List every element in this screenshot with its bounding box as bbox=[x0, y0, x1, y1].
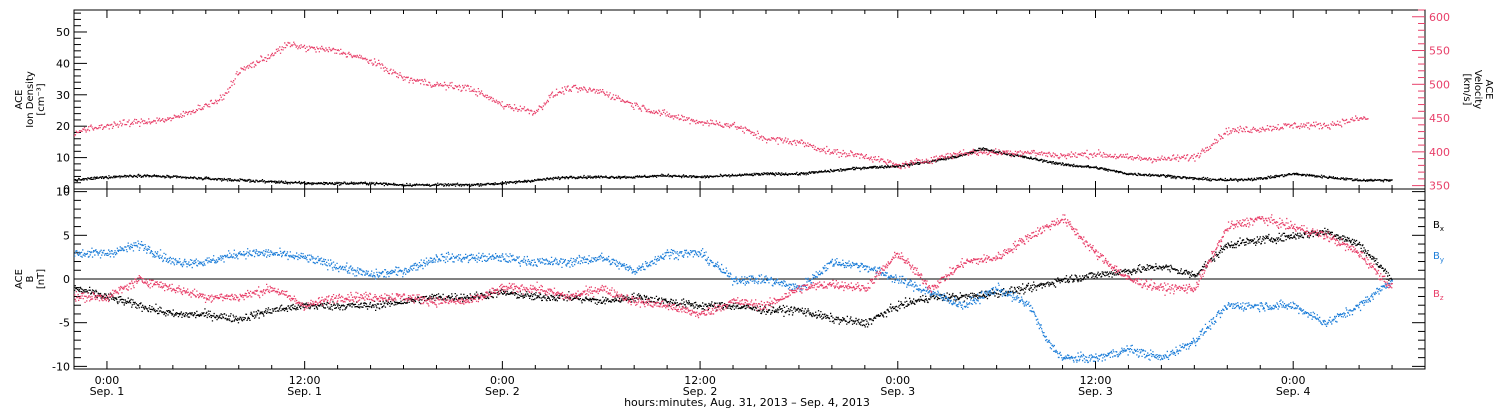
legend-by-name: B bbox=[1433, 251, 1440, 262]
field-axis-title-line: [nT] bbox=[36, 269, 47, 289]
legend-bx: Bx bbox=[1433, 220, 1444, 233]
panel-frames bbox=[73, 9, 1426, 370]
legend-bx-subscript: x bbox=[1440, 225, 1444, 233]
x-tick-time-label: 0:00 bbox=[1281, 374, 1306, 387]
field-axis-title-line: B bbox=[25, 275, 36, 282]
density-tick-label: 0 bbox=[63, 183, 70, 196]
x-tick-date-label: Sep. 2 bbox=[485, 385, 520, 398]
velocity-tick-label: 350 bbox=[1429, 180, 1450, 193]
velocity-axis-title-line: Velocity bbox=[1472, 70, 1483, 109]
legend-bz-subscript: z bbox=[1440, 294, 1444, 302]
legend-bz: Bz bbox=[1433, 289, 1444, 302]
velocity-axis-title-line: [km/s] bbox=[1461, 74, 1472, 106]
top-panel-frame bbox=[73, 9, 1426, 190]
field-tick-label: -10 bbox=[52, 360, 70, 373]
density-axis-title-line: Ion Density bbox=[25, 71, 36, 128]
x-tick-date-label: Sep. 4 bbox=[1276, 385, 1311, 398]
field-tick-label: -5 bbox=[59, 317, 70, 330]
x-tick-date-label: Sep. 1 bbox=[287, 385, 322, 398]
field-axis-title-line: ACE bbox=[14, 269, 25, 289]
by-points bbox=[74, 240, 1393, 364]
x-tick-time-label: 12:00 bbox=[684, 374, 716, 387]
field-axis-title: ACE B [nT] bbox=[14, 269, 47, 289]
x-tick-date-label: Sep. 3 bbox=[880, 385, 915, 398]
legend-by: By bbox=[1433, 251, 1444, 264]
bx-points bbox=[74, 227, 1393, 328]
data-points bbox=[74, 41, 1393, 364]
velocity-axis-title-line: ACE bbox=[1483, 80, 1494, 100]
density-tick-label: 10 bbox=[56, 152, 70, 165]
velocity-tick-label: 550 bbox=[1429, 45, 1450, 58]
density-axis-title-line: [cm⁻³] bbox=[36, 83, 47, 115]
velocity-tick-label: 500 bbox=[1429, 78, 1450, 91]
x-tick-time-label: 12:00 bbox=[1080, 374, 1112, 387]
field-tick-label: 0 bbox=[63, 273, 70, 286]
density-tick-label: 40 bbox=[56, 57, 70, 70]
x-tick-date-label: Sep. 2 bbox=[683, 385, 718, 398]
x-tick-time-label: 0:00 bbox=[95, 374, 120, 387]
field-tick-label: 10 bbox=[56, 186, 70, 199]
x-tick-time-label: 0:00 bbox=[490, 374, 515, 387]
x-tick-date-label: Sep. 1 bbox=[90, 385, 125, 398]
axis-texts: 01020304050350400450500550600-10-50510AC… bbox=[14, 11, 1494, 409]
density-points bbox=[74, 147, 1393, 187]
x-tick-date-label: Sep. 3 bbox=[1078, 385, 1113, 398]
velocity-tick-label: 600 bbox=[1429, 11, 1450, 24]
density-tick-label: 50 bbox=[56, 26, 70, 39]
density-axis-title-line: ACE bbox=[14, 90, 25, 110]
bz-points bbox=[74, 214, 1393, 319]
x-tick-time-label: 0:00 bbox=[885, 374, 910, 387]
legend-bz-name: B bbox=[1433, 289, 1440, 300]
density-axis-title: ACE Ion Density [cm⁻³] bbox=[14, 71, 47, 128]
density-tick-label: 20 bbox=[56, 120, 70, 133]
x-tick-time-label: 12:00 bbox=[289, 374, 321, 387]
velocity-tick-label: 450 bbox=[1429, 112, 1450, 125]
x-axis-title: hours:minutes, Aug. 31, 2013 – Sep. 4, 2… bbox=[624, 396, 870, 409]
velocity-points bbox=[74, 41, 1369, 170]
legend-bx-name: B bbox=[1433, 220, 1440, 231]
velocity-tick-label: 400 bbox=[1429, 146, 1450, 159]
field-tick-label: 5 bbox=[63, 229, 70, 242]
density-tick-label: 30 bbox=[56, 89, 70, 102]
legend-by-subscript: y bbox=[1440, 256, 1444, 264]
